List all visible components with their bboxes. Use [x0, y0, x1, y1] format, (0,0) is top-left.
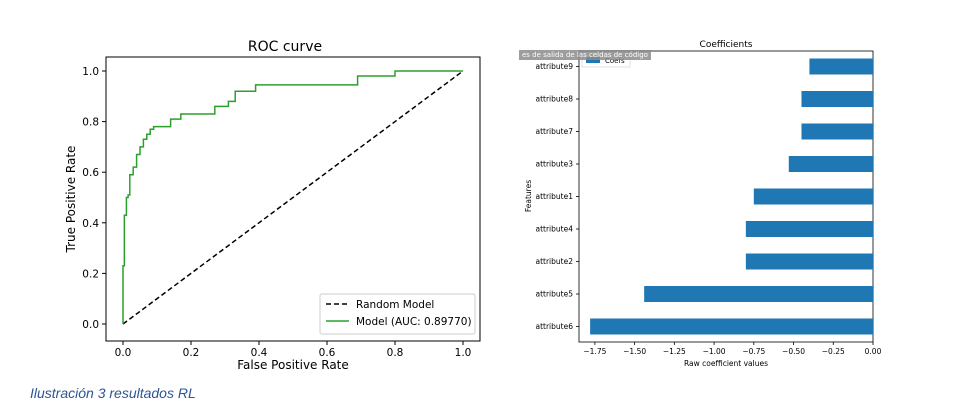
roc-ytick-label: 0.8: [82, 117, 99, 129]
roc-xtick-label: 0.0: [115, 347, 132, 359]
coef-ytick-label: attribute9: [536, 62, 574, 71]
coef-xtick-label: −1.50: [623, 347, 646, 356]
coef-bar-attribute1: [753, 188, 873, 205]
coef-bar-attribute7: [801, 123, 873, 140]
coef-ytick-label: attribute8: [536, 95, 574, 104]
coef-xtick-label: −1.25: [663, 347, 686, 356]
roc-ytick-label: 1.0: [82, 66, 99, 78]
coef-bar-attribute2: [745, 253, 873, 270]
coef-ytick-label: attribute2: [536, 257, 574, 266]
coef-ytick-label: attribute1: [536, 192, 574, 201]
coef-legend-label: Coefs: [605, 57, 625, 65]
roc-xtick-label: 0.2: [183, 347, 200, 359]
coef-ticks: attribute6 attribute5 attribute2 attribute4…: [536, 62, 882, 356]
coef-bar-attribute9: [809, 58, 873, 75]
coef-legend-swatch: [586, 57, 600, 63]
roc-plot-area: [105, 56, 481, 342]
coef-bar-attribute8: [801, 91, 873, 107]
coef-xtick-label: −0.25: [822, 347, 845, 356]
roc-legend-model-label: Model (AUC: 0.89770): [356, 316, 472, 328]
roc-xlabel: False Positive Rate: [237, 358, 349, 372]
roc-legend-box: [319, 293, 476, 335]
coef-bar-attribute6: [590, 318, 873, 335]
roc-lines: [122, 70, 464, 325]
coef-bar-attribute5: [644, 286, 873, 302]
roc-xtick-label: 0.6: [319, 347, 336, 359]
roc-xtick-label: 0.4: [251, 347, 268, 359]
coef-bar-attribute4: [745, 221, 873, 237]
roc-ytick-label: 0.6: [82, 167, 99, 179]
roc-xtick-label: 1.0: [455, 347, 472, 359]
roc-legend-random-label: Random Model: [356, 299, 434, 311]
coef-ytick-label: attribute5: [536, 290, 574, 299]
roc-ytick-label: 0.4: [82, 218, 99, 230]
roc-ytick-label: 0.2: [82, 268, 99, 280]
figure-caption: Ilustración 3 resultados RL: [30, 385, 196, 401]
roc-ticks: 0.0 0.2 0.4 0.6 0.8 1.0 0.0 0.2 0.4 0.6 0.8 1.0: [82, 66, 471, 359]
roc-ylabel: True Positive Rate: [64, 146, 78, 254]
coef-xtick-label: 0.00: [865, 347, 882, 356]
coef-ytick-label: attribute6: [536, 322, 574, 331]
roc-xtick-label: 0.8: [387, 347, 404, 359]
coef-xtick-label: −1.75: [583, 347, 606, 356]
roc-chart: ROC curve 0.0 0.2 0.4 0.6 0.8 1.0 0.0 0.2 0.4 0.6…: [64, 39, 481, 372]
coef-ylabel: Features: [524, 180, 533, 212]
coef-xtick-label: −1.00: [703, 347, 726, 356]
roc-title: ROC curve: [248, 39, 322, 55]
coef-ytick-label: attribute4: [536, 225, 574, 234]
roc-model-line: [122, 70, 463, 324]
coef-bar-attribute3: [788, 156, 873, 172]
roc-ytick-label: 0.0: [82, 319, 99, 331]
cell-output-overlay-label: es de salida de las celdas de código: [519, 50, 651, 60]
coef-title: Coefficients: [700, 40, 753, 50]
coef-bars: [590, 58, 873, 335]
coefficients-chart: Coefficients attribute6attribute5attribu…: [524, 40, 882, 368]
coef-xtick-label: −0.75: [742, 347, 765, 356]
coef-ytick-label: attribute7: [536, 127, 574, 136]
coef-ytick-label: attribute3: [536, 160, 574, 169]
roc-legend: Random Model Model (AUC: 0.89770): [319, 293, 476, 335]
coef-xlabel: Raw coefficient values: [684, 359, 768, 368]
roc-random-model-line: [122, 70, 464, 325]
coef-xtick-label: −0.50: [782, 347, 805, 356]
